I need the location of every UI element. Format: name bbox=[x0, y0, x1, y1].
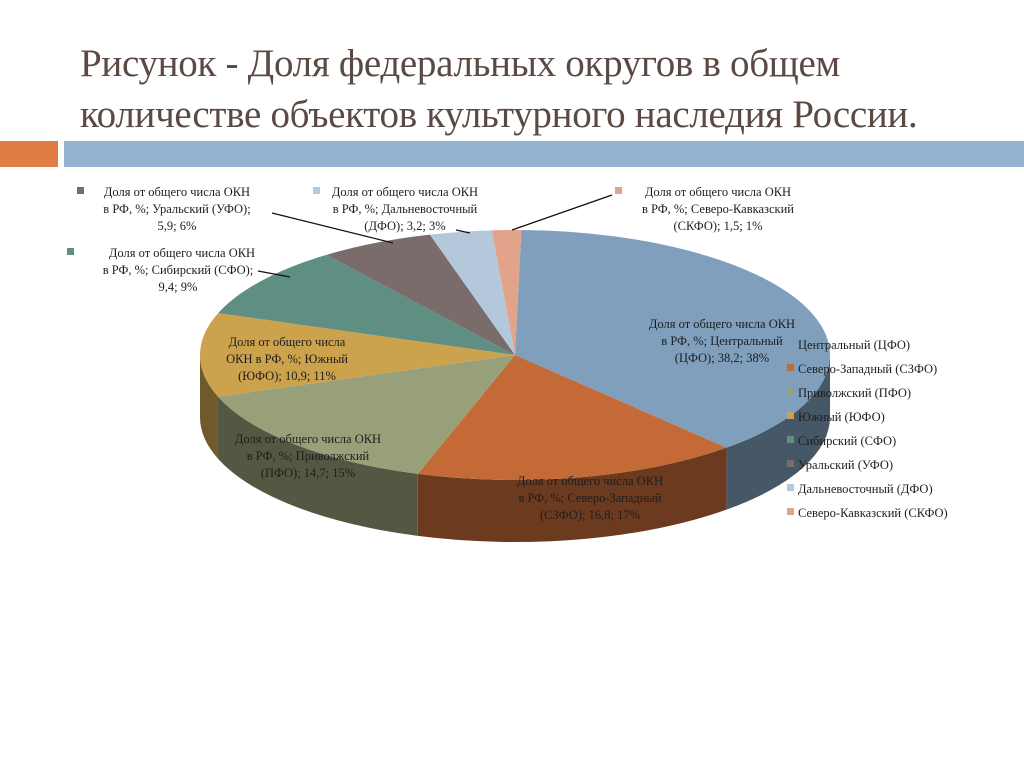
leader-line-3 bbox=[511, 194, 613, 231]
svg-text:Центральный (ЦФО): Центральный (ЦФО) bbox=[798, 338, 910, 352]
legend-swatch-icon bbox=[787, 460, 794, 467]
leader-lines bbox=[257, 194, 613, 278]
svg-text:(ЦФО); 38,2; 38%: (ЦФО); 38,2; 38% bbox=[675, 351, 769, 365]
pie-slice-7[interactable] bbox=[491, 230, 522, 355]
pie-side-2 bbox=[217, 396, 418, 536]
svg-text:в РФ, %; Сибирский (СФО);: в РФ, %; Сибирский (СФО); bbox=[103, 263, 254, 277]
svg-text:Доля от общего числа ОКН: Доля от общего числа ОКН bbox=[235, 432, 381, 446]
svg-text:в РФ, %; Приволжский: в РФ, %; Приволжский bbox=[247, 449, 370, 463]
legend-item-dfo: Дальневосточный (ДФО) bbox=[787, 482, 933, 496]
svg-text:Доля от общего числа ОКН: Доля от общего числа ОКН bbox=[517, 474, 663, 488]
svg-text:Доля от общего числа ОКН: Доля от общего числа ОКН bbox=[104, 185, 250, 199]
data-label-cfo: Доля от общего числа ОКН в РФ, %; Центра… bbox=[649, 317, 795, 365]
ufo-marker-icon bbox=[77, 187, 84, 194]
legend-swatch-icon bbox=[787, 364, 794, 371]
pie-slice-0[interactable] bbox=[515, 230, 830, 448]
svg-text:9,4; 9%: 9,4; 9% bbox=[159, 280, 198, 294]
pie-slice-2[interactable] bbox=[217, 355, 515, 474]
pie-slice-6[interactable] bbox=[429, 230, 515, 355]
svg-text:Дальневосточный (ДФО): Дальневосточный (ДФО) bbox=[798, 482, 933, 496]
svg-text:Доля от общего числа ОКН: Доля от общего числа ОКН bbox=[332, 185, 478, 199]
data-label-szfo: Доля от общего числа ОКН в РФ, %; Северо… bbox=[517, 474, 663, 522]
chart-legend: Центральный (ЦФО) Северо-Западный (СЗФО)… bbox=[787, 338, 948, 520]
pie-side-0 bbox=[726, 355, 830, 510]
pie-slice-4[interactable] bbox=[218, 254, 515, 355]
legend-swatch-icon bbox=[787, 412, 794, 419]
svg-text:в РФ, %; Центральный: в РФ, %; Центральный bbox=[661, 334, 783, 348]
data-label-sfo: Доля от общего числа ОКН в РФ, %; Сибирс… bbox=[67, 246, 255, 294]
svg-text:Доля от общего числа ОКН: Доля от общего числа ОКН bbox=[109, 246, 255, 260]
svg-text:Сибирский (СФО): Сибирский (СФО) bbox=[798, 434, 896, 448]
legend-item-szfo: Северо-Западный (СЗФО) bbox=[787, 362, 937, 376]
svg-text:в РФ, %; Уральский (УФО);: в РФ, %; Уральский (УФО); bbox=[103, 202, 250, 216]
sfo-marker-icon bbox=[67, 248, 74, 255]
legend-item-yufo: Южный (ЮФО) bbox=[787, 410, 885, 424]
svg-text:Северо-Кавказский (СКФО): Северо-Кавказский (СКФО) bbox=[798, 506, 948, 520]
data-label-dfo: Доля от общего числа ОКН в РФ, %; Дальне… bbox=[313, 185, 478, 233]
svg-text:(ЮФО); 10,9; 11%: (ЮФО); 10,9; 11% bbox=[238, 369, 336, 383]
svg-text:5,9; 6%: 5,9; 6% bbox=[158, 219, 197, 233]
svg-text:(СЗФО); 16,8; 17%: (СЗФО); 16,8; 17% bbox=[540, 508, 640, 522]
slide-title: Рисунок - Доля федеральных округов в общ… bbox=[80, 38, 970, 140]
pie-slices bbox=[200, 230, 830, 481]
svg-text:Южный (ЮФО): Южный (ЮФО) bbox=[798, 410, 885, 424]
slide-title-line1: Рисунок - Доля федеральных округов в общ… bbox=[80, 42, 840, 85]
pie-slice-3[interactable] bbox=[200, 313, 515, 397]
legend-item-pfo: Приволжский (ПФО) bbox=[787, 386, 911, 400]
leader-line-0 bbox=[257, 270, 291, 278]
svg-text:(ПФО); 14,7; 15%: (ПФО); 14,7; 15% bbox=[261, 466, 355, 480]
legend-item-cfo: Центральный (ЦФО) bbox=[787, 338, 910, 352]
svg-text:Доля от общего числа ОКН: Доля от общего числа ОКН bbox=[649, 317, 795, 331]
svg-text:ОКН в РФ, %; Южный: ОКН в РФ, %; Южный bbox=[226, 352, 348, 366]
svg-text:(ДФО); 3,2; 3%: (ДФО); 3,2; 3% bbox=[364, 219, 445, 233]
pie-side-1 bbox=[417, 447, 727, 542]
svg-text:Северо-Западный (СЗФО): Северо-Западный (СЗФО) bbox=[798, 362, 937, 376]
svg-text:Уральский (УФО): Уральский (УФО) bbox=[798, 458, 893, 472]
accent-bar bbox=[0, 141, 58, 167]
svg-text:в РФ, %; Северо-Западный: в РФ, %; Северо-Западный bbox=[519, 491, 662, 505]
svg-text:в РФ, %; Дальневосточный: в РФ, %; Дальневосточный bbox=[333, 202, 478, 216]
data-label-ufo: Доля от общего числа ОКН в РФ, %; Уральс… bbox=[77, 185, 251, 233]
legend-swatch-icon bbox=[787, 388, 794, 395]
legend-swatch-icon bbox=[787, 484, 794, 491]
skfo-marker-icon bbox=[615, 187, 622, 194]
legend-swatch-icon bbox=[787, 340, 794, 347]
data-label-yufo: Доля от общего числа ОКН в РФ, %; Южный … bbox=[226, 335, 348, 383]
legend-item-skfo: Северо-Кавказский (СКФО) bbox=[787, 506, 948, 520]
divider-bar bbox=[64, 141, 1024, 167]
svg-text:Доля от общего числа: Доля от общего числа bbox=[229, 335, 346, 349]
pie-side-3 bbox=[200, 355, 218, 459]
data-label-skfo: Доля от общего числа ОКН в РФ, %; Северо… bbox=[615, 185, 794, 233]
pie-side-walls bbox=[200, 355, 830, 542]
svg-text:Приволжский (ПФО): Приволжский (ПФО) bbox=[798, 386, 911, 400]
pie-slice-1[interactable] bbox=[417, 355, 727, 481]
data-label-pfo: Доля от общего числа ОКН в РФ, %; Привол… bbox=[235, 432, 381, 480]
legend-item-ufo: Уральский (УФО) bbox=[787, 458, 893, 472]
pie-slice-5[interactable] bbox=[326, 234, 515, 355]
svg-text:(СКФО); 1,5; 1%: (СКФО); 1,5; 1% bbox=[674, 219, 763, 233]
slide-title-line2: количестве объектов культурного наследия… bbox=[80, 93, 918, 136]
legend-swatch-icon bbox=[787, 508, 794, 515]
svg-text:Доля от общего числа ОКН: Доля от общего числа ОКН bbox=[645, 185, 791, 199]
legend-swatch-icon bbox=[787, 436, 794, 443]
legend-item-sfo: Сибирский (СФО) bbox=[787, 434, 896, 448]
leader-line-1 bbox=[271, 212, 394, 244]
svg-text:в РФ, %; Северо-Кавказский: в РФ, %; Северо-Кавказский bbox=[642, 202, 794, 216]
dfo-marker-icon bbox=[313, 187, 320, 194]
leader-line-2 bbox=[455, 229, 471, 234]
